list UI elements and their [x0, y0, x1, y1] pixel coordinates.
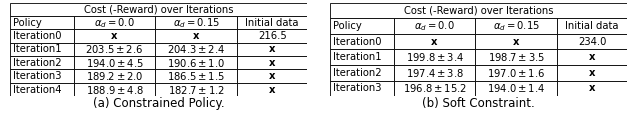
Text: $196.8 \pm 15.2$: $196.8 \pm 15.2$ [403, 82, 466, 94]
Bar [330, 34, 394, 49]
Bar [476, 49, 557, 65]
Bar [237, 29, 307, 43]
Text: x: x [269, 84, 275, 95]
Text: $\alpha_d = 0.0$: $\alpha_d = 0.0$ [414, 19, 455, 33]
Bar [156, 83, 237, 96]
Bar [394, 49, 476, 65]
Bar [394, 81, 476, 96]
Bar [557, 65, 627, 81]
Text: x: x [111, 31, 118, 41]
Text: x: x [589, 68, 595, 78]
Text: x: x [193, 31, 200, 41]
Bar [156, 16, 237, 29]
Bar [330, 18, 394, 34]
Text: $190.6 \pm 1.0$: $190.6 \pm 1.0$ [167, 57, 225, 69]
Bar [74, 69, 156, 83]
Text: $204.3 \pm 2.4$: $204.3 \pm 2.4$ [167, 43, 225, 55]
Text: x: x [269, 71, 275, 81]
Text: $198.7 \pm 3.5$: $198.7 \pm 3.5$ [488, 51, 545, 63]
Text: (a) Constrained Policy.: (a) Constrained Policy. [93, 97, 224, 110]
Text: (b) Soft Constraint.: (b) Soft Constraint. [422, 97, 535, 110]
Text: Iteration0: Iteration0 [13, 31, 61, 41]
Text: $188.9 \pm 4.8$: $188.9 \pm 4.8$ [86, 83, 143, 96]
Text: Iteration3: Iteration3 [13, 71, 61, 81]
Bar [10, 83, 74, 96]
Text: Policy: Policy [333, 21, 362, 31]
Text: Initial data: Initial data [246, 18, 299, 28]
Text: x: x [589, 83, 595, 93]
Text: $189.2 \pm 2.0$: $189.2 \pm 2.0$ [86, 70, 143, 82]
Text: x: x [589, 52, 595, 62]
Bar [10, 43, 74, 56]
Text: Policy: Policy [13, 18, 42, 28]
Bar [237, 56, 307, 69]
Bar [476, 18, 557, 34]
Bar [557, 49, 627, 65]
Text: x: x [269, 44, 275, 54]
Text: Iteration2: Iteration2 [13, 58, 61, 68]
Bar [394, 34, 476, 49]
Text: Iteration1: Iteration1 [333, 52, 381, 62]
Bar [237, 83, 307, 96]
Bar [156, 29, 237, 43]
Text: $197.4 \pm 3.8$: $197.4 \pm 3.8$ [406, 67, 463, 79]
Bar [74, 29, 156, 43]
Bar [557, 81, 627, 96]
Text: $\alpha_d = 0.15$: $\alpha_d = 0.15$ [493, 19, 540, 33]
Bar [10, 3, 307, 16]
Text: $182.7 \pm 1.2$: $182.7 \pm 1.2$ [168, 83, 225, 96]
Text: $194.0 \pm 4.5$: $194.0 \pm 4.5$ [86, 57, 143, 69]
Text: x: x [513, 37, 520, 47]
Text: Iteration4: Iteration4 [13, 84, 61, 95]
Bar [10, 29, 74, 43]
Bar [74, 16, 156, 29]
Text: $194.0 \pm 1.4$: $194.0 \pm 1.4$ [487, 82, 545, 94]
Bar [476, 65, 557, 81]
Bar [237, 43, 307, 56]
Bar [394, 65, 476, 81]
Text: $186.5 \pm 1.5$: $186.5 \pm 1.5$ [168, 70, 225, 82]
Text: $\alpha_d = 0.15$: $\alpha_d = 0.15$ [173, 16, 220, 30]
Text: Iteration3: Iteration3 [333, 83, 381, 93]
Bar [10, 56, 74, 69]
Bar [330, 3, 627, 18]
Text: $203.5 \pm 2.6$: $203.5 \pm 2.6$ [85, 43, 143, 55]
Bar [557, 34, 627, 49]
Bar [156, 69, 237, 83]
Bar [330, 65, 394, 81]
Bar [237, 69, 307, 83]
Text: $199.8 \pm 3.4$: $199.8 \pm 3.4$ [406, 51, 463, 63]
Text: 234.0: 234.0 [578, 37, 607, 47]
Bar [156, 43, 237, 56]
Bar [476, 34, 557, 49]
Text: Initial data: Initial data [566, 21, 619, 31]
Text: Iteration1: Iteration1 [13, 44, 61, 54]
Bar [557, 18, 627, 34]
Bar [394, 18, 476, 34]
Text: 216.5: 216.5 [258, 31, 287, 41]
Bar [237, 16, 307, 29]
Text: x: x [269, 58, 275, 68]
Text: $\alpha_d = 0.0$: $\alpha_d = 0.0$ [94, 16, 135, 30]
Bar [330, 81, 394, 96]
Text: $197.0 \pm 1.6$: $197.0 \pm 1.6$ [487, 67, 545, 79]
Bar [74, 43, 156, 56]
Text: Cost (-Reward) over Iterations: Cost (-Reward) over Iterations [84, 4, 233, 14]
Text: Cost (-Reward) over Iterations: Cost (-Reward) over Iterations [404, 5, 553, 15]
Bar [476, 81, 557, 96]
Text: Iteration0: Iteration0 [333, 37, 381, 47]
Bar [10, 69, 74, 83]
Text: x: x [431, 37, 438, 47]
Bar [10, 16, 74, 29]
Bar [330, 49, 394, 65]
Bar [74, 83, 156, 96]
Text: Iteration2: Iteration2 [333, 68, 381, 78]
Bar [156, 56, 237, 69]
Bar [74, 56, 156, 69]
